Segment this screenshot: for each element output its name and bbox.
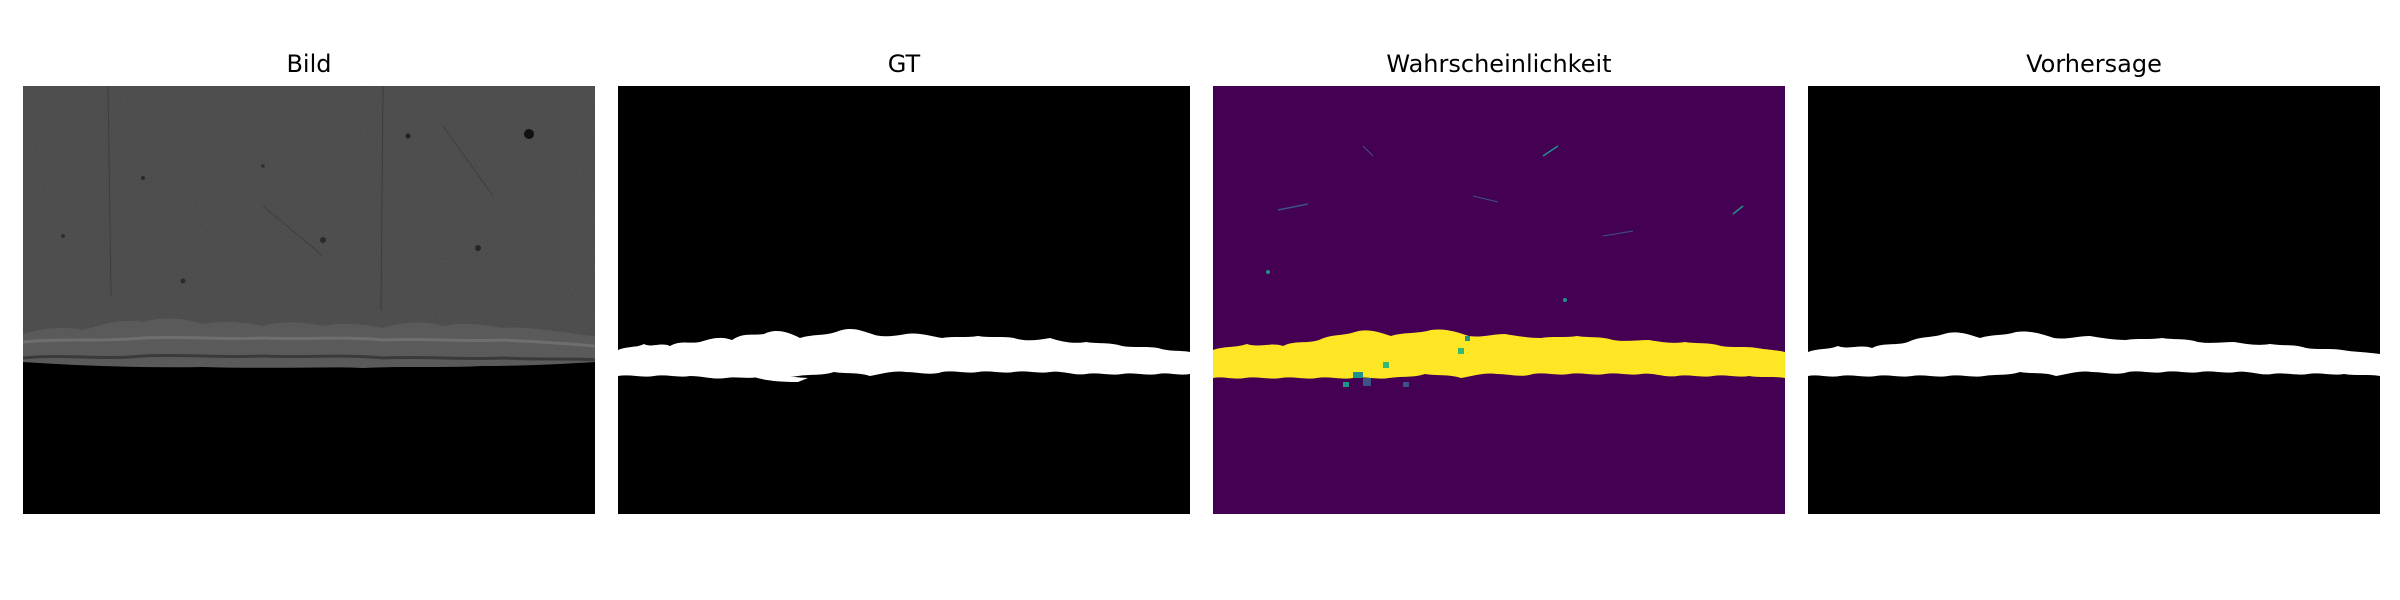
panel-bild: Bild — [23, 0, 595, 600]
panel-wahrscheinlichkeit: Wahrscheinlichkeit — [1213, 0, 1785, 600]
ground-truth-mask — [618, 86, 1190, 514]
probability-map — [1213, 86, 1785, 514]
micrograph-image — [23, 86, 595, 514]
panel-gt: GT — [618, 0, 1190, 600]
panel-title-vorhersage: Vorhersage — [2026, 50, 2162, 78]
panel-title-wahrscheinlichkeit: Wahrscheinlichkeit — [1386, 50, 1612, 78]
panel-vorhersage: Vorhersage — [1808, 0, 2380, 600]
panel-title-bild: Bild — [286, 50, 332, 78]
prediction-mask — [1808, 86, 2380, 514]
panel-title-gt: GT — [887, 50, 921, 78]
